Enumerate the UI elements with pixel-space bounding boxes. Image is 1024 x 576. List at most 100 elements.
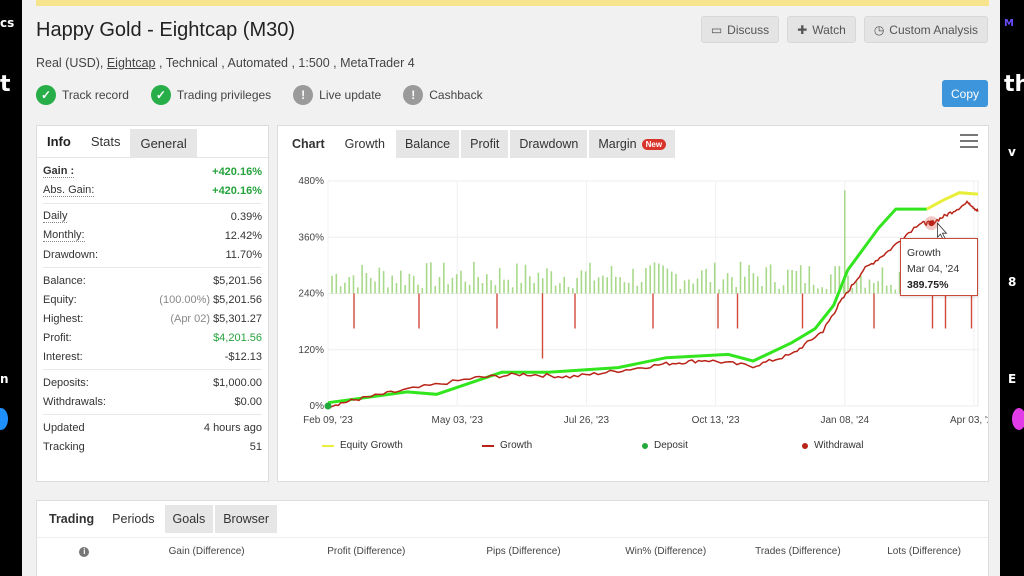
badge-label: Trading privileges: [176, 88, 272, 102]
periods-tabs: Trading Periods Goals Browser: [37, 501, 988, 537]
col-pips[interactable]: Pips (Difference): [486, 546, 561, 557]
badge-label: Live update: [319, 88, 382, 102]
x-tick-label: May 03, '23: [432, 415, 484, 426]
col-trades[interactable]: Trades (Difference): [755, 546, 841, 557]
copy-button[interactable]: Copy: [942, 80, 988, 107]
profit-value: $4,201.56: [213, 331, 262, 344]
tab-general[interactable]: General: [130, 129, 197, 157]
tab-periods[interactable]: Periods: [112, 512, 155, 526]
exclamation-icon: !: [293, 85, 314, 105]
daily-label[interactable]: Daily: [43, 210, 68, 223]
discuss-label: Discuss: [727, 22, 770, 37]
tracking-row: Tracking 51: [43, 437, 262, 456]
check-icon: ✓: [36, 85, 56, 105]
x-tick-label: Oct 13, '23: [692, 415, 740, 426]
legend-deposit[interactable]: Deposit: [642, 440, 802, 451]
drawdown-value: 11.70%: [225, 248, 263, 261]
periods-table-header: i Gain (Difference) Profit (Difference) …: [37, 537, 988, 565]
top-highlight-bar: [36, 0, 989, 6]
legend-equity-growth[interactable]: Equity Growth: [322, 440, 482, 451]
highest-row: Highest: (Apr 02) $5,301.27: [43, 309, 262, 328]
x-tick-label: Apr 03, '24: [950, 415, 988, 426]
profit-row: Profit: $4,201.56: [43, 328, 262, 347]
growth-chart[interactable]: 480% 360% 240% 120% 0% Feb 09, '23 May 03, '23…: [278, 166, 988, 436]
drawdown-label: Drawdown:: [43, 248, 99, 261]
status-badges: ✓ Track record ✓ Trading privileges ! Live …: [36, 85, 483, 105]
tab-margin[interactable]: Margin New: [589, 130, 676, 158]
new-badge: New: [641, 138, 667, 150]
legend-growth[interactable]: Growth: [482, 440, 642, 451]
gain-label[interactable]: Gain :: [43, 165, 75, 178]
tab-goals[interactable]: Goals: [164, 505, 214, 533]
legend-withdrawal[interactable]: Withdrawal: [802, 440, 962, 451]
broker-link[interactable]: Eightcap: [106, 56, 156, 70]
updated-value: 4 hours ago: [203, 421, 262, 434]
custom-analysis-button[interactable]: ◷ Custom Analysis: [863, 16, 988, 43]
highest-label: Highest:: [43, 312, 84, 325]
deposits-label: Deposits:: [43, 376, 89, 389]
equity-value: $5,201.56: [213, 293, 262, 306]
deposit-marker: [324, 402, 332, 410]
y-tick-label: 120%: [298, 345, 324, 356]
chart-settings-icon[interactable]: [960, 134, 978, 150]
info-tabs: Info Stats General: [37, 126, 268, 158]
edge-text: v: [1008, 145, 1016, 159]
gain-row: Gain : +420.16%: [43, 162, 262, 181]
profit-label: Profit:: [43, 331, 72, 344]
badge-track-record[interactable]: ✓ Track record: [36, 85, 129, 105]
abs-gain-value: +420.16%: [212, 184, 262, 197]
interest-value: -$12.13: [224, 350, 262, 363]
daily-row: Daily 0.39%: [43, 207, 262, 226]
tab-growth[interactable]: Growth: [335, 130, 394, 158]
discuss-button[interactable]: ▭ Discuss: [700, 16, 780, 43]
tab-trading[interactable]: Trading: [49, 512, 95, 526]
col-gain[interactable]: Gain (Difference): [168, 546, 245, 557]
legend-label: Withdrawal: [814, 440, 864, 451]
tab-info[interactable]: Info: [47, 134, 71, 149]
withdrawals-row: Withdrawals: $0.00: [43, 392, 262, 411]
left-edge-strip: cs t n: [0, 0, 22, 576]
x-tick-label: Jan 08, '24: [820, 415, 869, 426]
badge-trading-privileges[interactable]: ✓ Trading privileges: [150, 85, 272, 105]
tooltip-title: Growth: [907, 247, 941, 259]
tab-stats[interactable]: Stats: [90, 134, 121, 149]
monthly-label[interactable]: Monthly:: [43, 229, 85, 242]
interest-row: Interest: -$12.13: [43, 347, 262, 366]
check-icon: ✓: [150, 85, 171, 105]
legend-label: Equity Growth: [340, 440, 403, 451]
tab-browser[interactable]: Browser: [215, 505, 278, 533]
badge-cashback[interactable]: ! Cashback: [403, 85, 483, 105]
col-profit[interactable]: Profit (Difference): [327, 546, 406, 557]
edge-dot: [1012, 408, 1024, 430]
y-tick-label: 240%: [298, 289, 324, 300]
tab-profit[interactable]: Profit: [461, 130, 509, 158]
legend-dot-red: [802, 442, 808, 449]
drawdown-row: Drawdown: 11.70%: [43, 245, 262, 264]
divider: [43, 267, 262, 268]
x-tick-label: Feb 09, '23: [303, 415, 353, 426]
legend-label: Growth: [500, 440, 533, 451]
equity-row: Equity: (100.00%) $5,201.56: [43, 290, 262, 309]
plus-icon: ✚: [797, 22, 808, 37]
legend-dot-green: [642, 442, 648, 449]
watch-button[interactable]: ✚ Watch: [787, 16, 856, 43]
col-lots[interactable]: Lots (Difference): [887, 546, 961, 557]
badge-live-update[interactable]: ! Live update: [293, 85, 381, 105]
divider: [43, 369, 262, 370]
chart-tabs: Chart Growth Balance Profit Drawdown Mar…: [278, 126, 988, 158]
equity-percent: (100.00%): [159, 293, 211, 306]
tab-balance[interactable]: Balance: [395, 130, 460, 158]
tooltip-value: 389.75%: [907, 279, 949, 291]
tab-drawdown[interactable]: Drawdown: [510, 130, 588, 158]
exclamation-icon: !: [403, 85, 424, 105]
periods-panel: Trading Periods Goals Browser i Gain (Di…: [36, 500, 989, 576]
col-win[interactable]: Win% (Difference): [625, 546, 707, 557]
balance-label: Balance:: [43, 274, 86, 287]
edge-logo: M: [1004, 18, 1014, 29]
info-icon[interactable]: i: [79, 546, 90, 557]
edge-text: cs: [0, 16, 15, 30]
abs-gain-row: Abs. Gain: +420.16%: [43, 181, 262, 200]
abs-gain-label[interactable]: Abs. Gain:: [43, 184, 95, 197]
subtitle-prefix: Real (USD),: [36, 56, 107, 70]
tab-margin-label: Margin: [598, 137, 637, 151]
